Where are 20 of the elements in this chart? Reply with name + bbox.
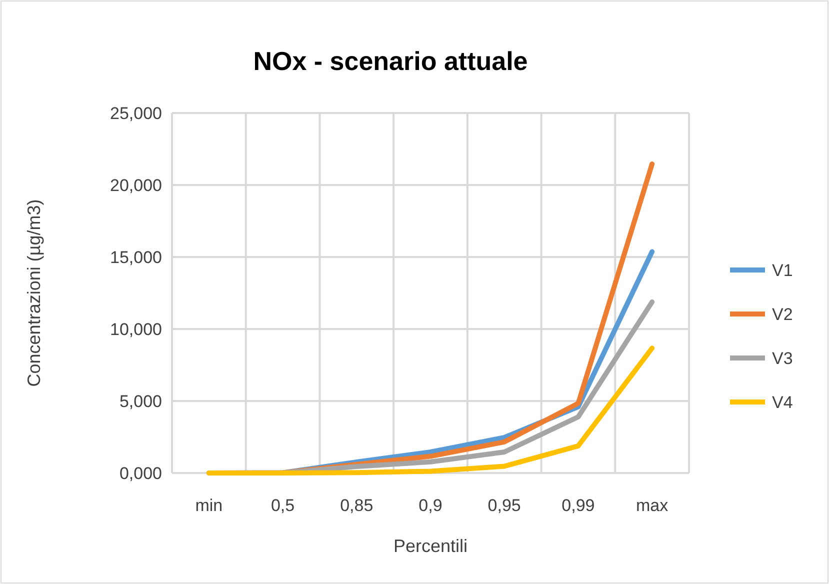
x-tick-label: min xyxy=(195,496,223,515)
legend-label: V4 xyxy=(772,392,793,412)
y-tick-label: 0,000 xyxy=(119,464,162,483)
x-tick-label: 0,95 xyxy=(488,496,521,515)
y-tick-label: 10,000 xyxy=(110,320,162,339)
x-tick-label: 0,9 xyxy=(418,496,442,515)
x-tick-label: 0,5 xyxy=(270,496,295,515)
x-tick-label: 0,99 xyxy=(562,496,595,515)
legend-label: V3 xyxy=(772,348,793,368)
x-tick-label: max xyxy=(636,496,669,515)
y-tick-label: 15,000 xyxy=(110,248,162,267)
legend-label: V2 xyxy=(772,304,793,324)
y-tick-label: 25,000 xyxy=(110,104,162,123)
y-tick-label: 20,000 xyxy=(110,176,162,195)
chart-title: NOx - scenario attuale xyxy=(253,46,528,76)
y-tick-label: 5,000 xyxy=(119,392,162,411)
y-axis-title: Concentrazioni (µg/m3) xyxy=(24,199,44,387)
x-tick-label: 0,85 xyxy=(340,496,374,515)
x-axis-title: Percentili xyxy=(393,536,468,556)
legend-label: V1 xyxy=(772,260,793,280)
